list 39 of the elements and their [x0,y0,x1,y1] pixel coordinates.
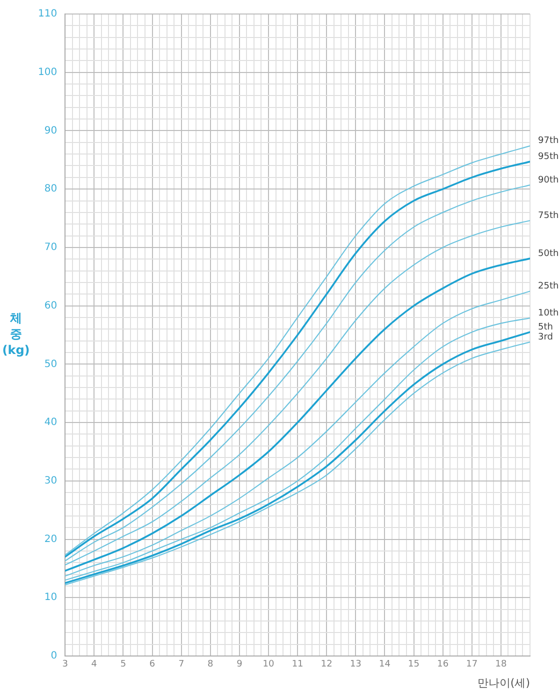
y-axis-title: 체중 (kg) [2,311,30,358]
series-label: 50th [538,248,559,259]
x-tick-label: 18 [495,660,507,670]
x-axis-title: 만나이(세) [477,676,530,690]
x-tick-label: 4 [91,660,98,670]
x-tick-label: 13 [350,660,362,670]
x-tick-label: 6 [149,660,156,670]
series-label: 97th [538,136,559,146]
y-tick-label: 110 [38,8,58,20]
y-tick-label: 10 [44,592,58,604]
series-label: 10th [538,308,559,318]
x-tick-label: 11 [292,660,304,670]
x-tick-label: 9 [236,660,243,670]
y-tick-label: 100 [38,66,58,78]
y-tick-label: 50 [44,358,58,370]
x-tick-label: 3 [62,660,68,670]
y-tick-label: 40 [44,417,58,428]
x-tick-label: 15 [408,660,420,670]
y-tick-label: 0 [50,650,58,662]
y-tick-label: 90 [44,125,58,136]
y-tick-label: 20 [44,534,58,545]
y-tick-label: 30 [44,476,58,487]
x-tick-label: 10 [262,660,274,670]
x-tick-label: 7 [178,660,184,670]
series-label: 5th [538,322,553,332]
y-tick-label: 70 [44,242,58,254]
series-label: 90th [538,175,559,186]
x-tick-label: 16 [437,660,449,670]
x-tick-label: 12 [320,660,332,670]
series-label: 3rd [538,332,553,342]
x-tick-label: 17 [466,660,478,670]
x-tick-label: 5 [120,660,126,670]
y-tick-label: 60 [44,300,58,312]
series-label: 25th [538,282,559,292]
series-label: 75th [538,210,559,221]
x-tick-label: 14 [378,660,391,670]
y-tick-label: 80 [44,184,58,195]
series-label: 95th [538,152,559,162]
x-tick-label: 8 [208,660,214,670]
